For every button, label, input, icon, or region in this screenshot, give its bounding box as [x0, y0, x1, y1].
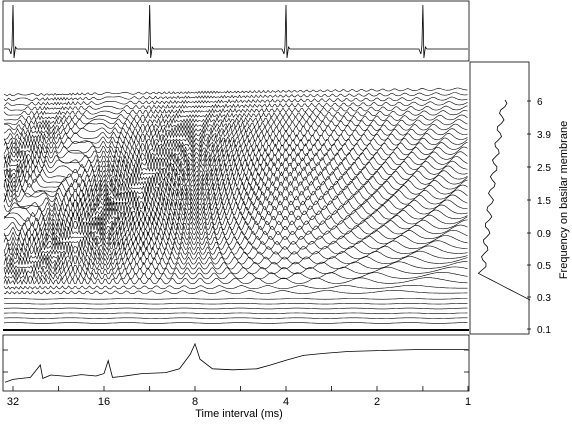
y-tick-label: 0.5	[537, 261, 551, 272]
y-tick-label: 0.9	[537, 229, 551, 240]
x-tick-label: 16	[98, 396, 110, 408]
channel-trace	[3, 156, 468, 169]
channel-trace	[3, 96, 468, 106]
channel-trace	[3, 142, 468, 155]
channel-trace	[3, 312, 468, 314]
channel-trace	[3, 179, 468, 193]
channel-trace	[3, 272, 468, 281]
channel-trace	[3, 146, 468, 160]
channel-trace	[3, 240, 468, 252]
channel-trace	[3, 137, 468, 150]
channel-trace	[3, 290, 468, 295]
channel-trace	[3, 256, 468, 266]
x-tick-label: 32	[7, 396, 19, 408]
y-tick-label: 6	[537, 97, 543, 108]
channel-trace	[4, 303, 468, 305]
y-axis-label: Frequency on basilar membrane	[558, 121, 570, 279]
y-tick-label: 2.5	[537, 163, 551, 174]
channel-trace	[3, 101, 468, 111]
channel-trace	[3, 277, 468, 286]
right-profile-trace	[477, 99, 531, 301]
top-trace-line	[4, 4, 468, 59]
channel-trace	[3, 266, 468, 276]
main-panel-traces	[3, 87, 468, 324]
channel-trace	[3, 123, 468, 136]
channel-trace	[3, 151, 468, 165]
channel-trace	[3, 175, 468, 189]
channel-trace	[3, 298, 468, 300]
channel-trace	[3, 199, 468, 212]
y-tick-label: 3.9	[537, 130, 551, 141]
channel-trace	[3, 132, 468, 145]
profile-line	[477, 99, 531, 301]
channel-trace	[3, 189, 468, 203]
channel-trace	[4, 307, 468, 310]
right-panel-frame	[469, 61, 530, 335]
bottom-trace-line	[4, 342, 468, 383]
y-tick-label: 0.1	[537, 325, 551, 336]
channel-trace	[3, 219, 468, 232]
channel-trace	[3, 194, 468, 208]
x-tick-label: 1	[465, 396, 471, 408]
channel-trace	[3, 114, 468, 126]
channel-trace	[3, 110, 468, 121]
channel-trace	[3, 160, 468, 174]
channel-trace	[3, 87, 468, 97]
channel-trace	[3, 285, 468, 290]
channel-trace	[3, 184, 468, 199]
x-tick-label: 8	[192, 396, 198, 408]
bottom-panel-trace	[3, 342, 469, 383]
channel-trace	[3, 105, 468, 116]
channel-trace	[3, 317, 468, 319]
x-tick-label: 2	[374, 396, 380, 408]
y-axis-ticks: 0.1 0.3 0.5 0.9 1.5 2.5 3.9 6	[527, 97, 551, 336]
channel-trace	[3, 245, 468, 257]
channel-trace	[3, 170, 468, 184]
channel-trace	[3, 92, 468, 102]
channel-trace	[4, 322, 468, 324]
top-panel-frame	[2, 0, 470, 62]
bottom-panel-frame	[2, 334, 470, 392]
channel-trace	[3, 214, 468, 227]
channel-trace	[3, 204, 468, 218]
channel-trace	[3, 224, 468, 237]
channel-trace	[3, 128, 468, 141]
y-tick-label: 1.5	[537, 196, 551, 207]
y-tick-label: 0.3	[537, 293, 551, 304]
x-axis-label: Time interval (ms)	[195, 408, 283, 420]
x-axis-ticks: 32 16 8 4 2 1	[7, 386, 471, 408]
top-panel-trace	[4, 4, 468, 59]
channel-trace	[3, 261, 468, 271]
channel-trace	[3, 235, 468, 247]
x-tick-label: 4	[283, 396, 289, 408]
